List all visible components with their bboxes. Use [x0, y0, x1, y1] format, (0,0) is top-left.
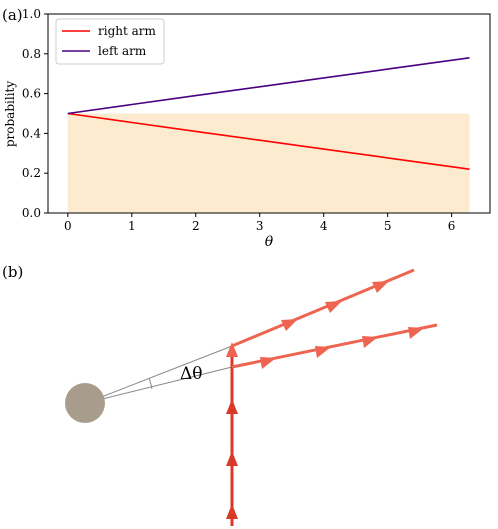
plot-frame: [47, 13, 491, 214]
x-ticks: 0 1 2 3 4 5 6: [64, 213, 455, 233]
panel-a-label: (a): [2, 6, 23, 24]
beam-arrow: [226, 504, 238, 519]
y-axis-label: probability: [3, 81, 17, 147]
beam-arrow: [226, 399, 238, 414]
upper-beam-arrow: [325, 301, 342, 313]
series-layer: [67, 57, 470, 170]
x-tick-label: 1: [128, 219, 136, 233]
upper-angle-ray: [85, 345, 233, 404]
beam-arrow: [226, 451, 238, 466]
probability-chart: 0 1 2 3 4 5 6 0.0 0.2 0.4 0.6 0.8 1.0 θ probability…: [3, 7, 491, 250]
legend-label-right-arm: right arm: [98, 24, 157, 38]
y-tick-label: 0.8: [22, 47, 41, 61]
series-line-right-arm: [67, 112, 470, 170]
upper-beam-arrow: [372, 281, 389, 293]
series-line-left-arm: [67, 57, 470, 115]
x-tick-label: 6: [448, 219, 456, 233]
y-tick-label: 1.0: [22, 7, 41, 21]
lower-beam-arrow: [260, 357, 276, 369]
x-axis-label: θ: [265, 234, 274, 250]
legend-label-left-arm: left arm: [98, 44, 147, 58]
deflection-diagram: Δθ: [65, 268, 438, 526]
angle-arc: [148, 377, 153, 390]
x-tick-label: 0: [64, 219, 72, 233]
legend: right arm left arm: [55, 18, 165, 65]
lower-angle-ray: [85, 366, 233, 404]
lower-beam-arrow: [315, 346, 331, 358]
panel-b-label: (b): [2, 263, 23, 281]
beam-arrow: [226, 342, 238, 357]
shaded-region: [67, 113, 470, 213]
y-ticks: 0.0 0.2 0.4 0.6 0.8 1.0: [22, 7, 48, 220]
y-tick-label: 0.4: [22, 126, 41, 140]
delta-theta-label: Δθ: [180, 364, 203, 384]
source-circle: [65, 383, 105, 423]
y-tick-label: 0.2: [22, 166, 41, 180]
upper-beam-arrow: [281, 319, 298, 331]
x-tick-label: 5: [384, 219, 392, 233]
y-tick-label: 0.0: [22, 206, 41, 220]
x-tick-label: 3: [256, 219, 264, 233]
lower-beam-arrow: [362, 336, 378, 348]
x-tick-label: 2: [192, 219, 200, 233]
y-tick-label: 0.6: [22, 87, 41, 101]
lower-beam-arrow: [408, 327, 424, 339]
x-tick-label: 4: [320, 219, 328, 233]
